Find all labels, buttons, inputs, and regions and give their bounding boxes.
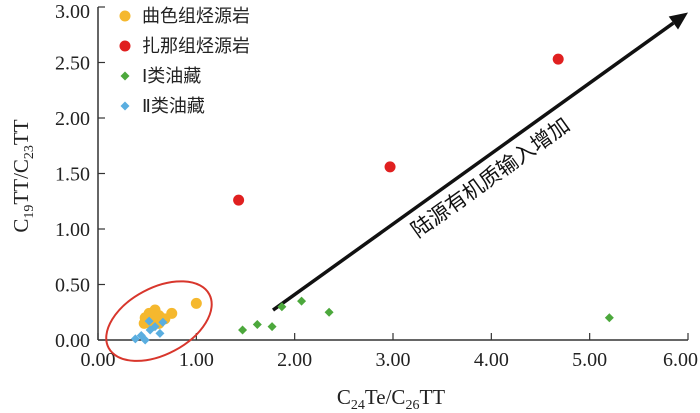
trend-annotation: 陆源有机质输入增加: [272, 12, 688, 312]
x-axis-title: C24Te/C26TT: [337, 385, 445, 413]
y-tick-label: 2.00: [55, 108, 90, 130]
y-tick-label: 1.00: [55, 219, 90, 241]
x-tick-label: 3.00: [376, 349, 411, 371]
x-axis-ticks: 0.00 1.00 2.00 3.00 4.00 5.00 6.00: [81, 333, 698, 371]
point-series-4: [140, 335, 150, 345]
highlight-ellipse-layer: [105, 280, 213, 362]
trend-arrow-head: [668, 12, 688, 30]
point-series-4: [145, 325, 155, 335]
x-tick-label: 2.00: [277, 349, 312, 371]
y-tick-label: 0.00: [55, 330, 90, 352]
x-tick-label: 5.00: [572, 349, 607, 371]
legend-label: Ⅱ类油藏: [142, 96, 205, 117]
y-tick-label: 1.50: [55, 164, 90, 186]
highlight-ellipse: [105, 280, 213, 362]
point-series-3: [277, 302, 287, 312]
data-points: [130, 53, 614, 345]
trend-arrow-line: [272, 21, 675, 312]
y-axis-ticks: 0.00 0.50 1.00 1.50 2.00 2.50 3.00: [55, 1, 105, 352]
y-tick-label: 3.00: [55, 1, 90, 23]
point-series-3: [324, 307, 334, 317]
point-series-4: [158, 317, 168, 327]
x-tick-label: 6.00: [663, 349, 698, 371]
point-series-4: [155, 328, 165, 338]
legend-marker: [119, 10, 131, 22]
legend-label: 扎那组烃源岩: [142, 36, 250, 57]
legend-marker: [120, 71, 130, 81]
point-series-4: [144, 316, 154, 326]
legend-marker: [120, 101, 130, 111]
point-series-2: [233, 194, 245, 206]
x-tick-label: 1.00: [179, 349, 214, 371]
x-tick-label: 0.00: [81, 349, 116, 371]
point-series-3: [604, 313, 614, 323]
point-series-3: [297, 296, 307, 306]
point-series-2: [552, 53, 564, 65]
legend-label: 曲色组烃源岩: [142, 6, 250, 27]
point-series-1: [190, 297, 202, 309]
y-tick-label: 0.50: [55, 275, 90, 297]
point-series-3: [267, 322, 277, 332]
point-series-3: [252, 319, 262, 329]
legend-marker: [119, 40, 131, 52]
x-tick-label: 4.00: [474, 349, 509, 371]
trend-annotation-text: 陆源有机质输入增加: [407, 113, 575, 243]
point-series-4: [130, 334, 140, 344]
y-tick-label: 2.50: [55, 53, 90, 75]
point-series-2: [384, 161, 396, 173]
legend-label: Ⅰ类油藏: [142, 66, 201, 87]
y-axis-title: C19TT/C23TT: [9, 119, 37, 232]
point-series-3: [238, 325, 248, 335]
